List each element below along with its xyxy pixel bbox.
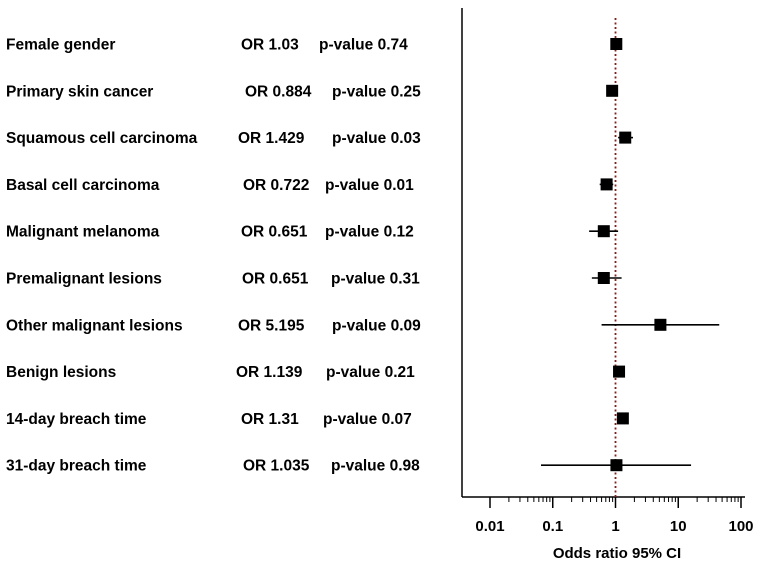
estimate-marker	[600, 178, 613, 191]
row-p-value: p-value 0.31	[331, 271, 420, 288]
estimate-marker	[616, 412, 629, 425]
row-p-value: p-value 0.07	[323, 411, 412, 428]
row-p-value: p-value 0.09	[332, 317, 421, 334]
row-p-value: p-value 0.01	[325, 177, 414, 194]
estimate-marker	[654, 318, 667, 331]
row-label: Premalignant lesions	[6, 271, 162, 288]
row-p-value: p-value 0.03	[332, 130, 421, 147]
row-label: 14-day breach time	[6, 411, 147, 428]
row-label: Female gender	[6, 37, 115, 54]
x-tick-label: 10	[670, 518, 687, 535]
row-labels: Female gender OR 1.03 p-value 0.74 Primary …	[6, 37, 421, 475]
estimate-marker	[619, 131, 632, 144]
row-p-value: p-value 0.74	[319, 37, 408, 54]
row-odds-ratio: OR 1.31	[241, 411, 299, 428]
x-tick-label: 0.1	[542, 518, 563, 535]
row-label: Malignant melanoma	[6, 224, 160, 241]
row-p-value: p-value 0.21	[326, 364, 415, 381]
row-odds-ratio: OR 1.139	[236, 364, 303, 381]
estimate-marker	[597, 272, 610, 284]
estimate-marker	[597, 225, 610, 238]
x-tick-label: 0.01	[475, 518, 504, 535]
row-p-value: p-value 0.25	[332, 83, 421, 100]
row-odds-ratio: OR 1.035	[243, 458, 310, 475]
estimate-marker	[606, 84, 619, 97]
x-axis-ticks: 0.01 0.1 1 10 100	[475, 497, 754, 535]
row-p-value: p-value 0.98	[331, 458, 420, 475]
row-odds-ratio: OR 0.651	[241, 224, 308, 241]
row-label: Benign lesions	[6, 364, 116, 381]
x-axis-title: Odds ratio 95% CI	[553, 545, 681, 562]
row-label: Other malignant lesions	[6, 317, 183, 334]
row-odds-ratio: OR 1.03	[241, 37, 299, 54]
estimate-marker	[610, 38, 623, 50]
row-odds-ratio: OR 0.884	[245, 83, 312, 100]
estimate-marker	[610, 459, 623, 472]
x-tick-label: 100	[728, 518, 753, 535]
estimate-marker	[613, 365, 626, 378]
row-p-value: p-value 0.12	[325, 224, 414, 241]
plot-area: 0.01 0.1 1 10 100 Odds ratio 95% CI	[461, 8, 754, 562]
x-tick-label: 1	[611, 518, 619, 535]
row-odds-ratio: OR 1.429	[238, 130, 305, 147]
row-label: Basal cell carcinoma	[6, 177, 160, 194]
row-label: Primary skin cancer	[6, 83, 153, 100]
row-odds-ratio: OR 5.195	[238, 317, 305, 334]
estimates	[541, 38, 720, 472]
row-odds-ratio: OR 0.722	[243, 177, 309, 194]
row-label: 31-day breach time	[6, 458, 147, 475]
row-label: Squamous cell carcinoma	[6, 130, 198, 147]
row-odds-ratio: OR 0.651	[242, 271, 309, 288]
